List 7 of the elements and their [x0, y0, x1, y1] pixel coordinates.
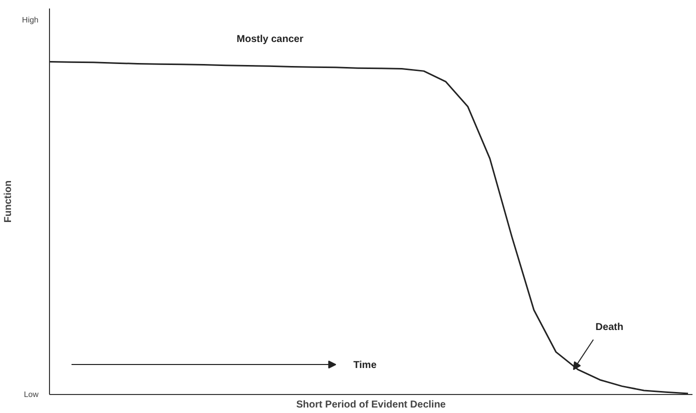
text: Mostly cancer: [236, 34, 304, 46]
y-axis-title: Function: [3, 180, 14, 223]
x-axis-title: Short Period of Evident Decline: [296, 400, 446, 410]
annotation: Time: [353, 360, 377, 372]
text: Low: [24, 390, 39, 399]
annotation: Death: [596, 322, 624, 333]
text: High: [22, 16, 38, 25]
